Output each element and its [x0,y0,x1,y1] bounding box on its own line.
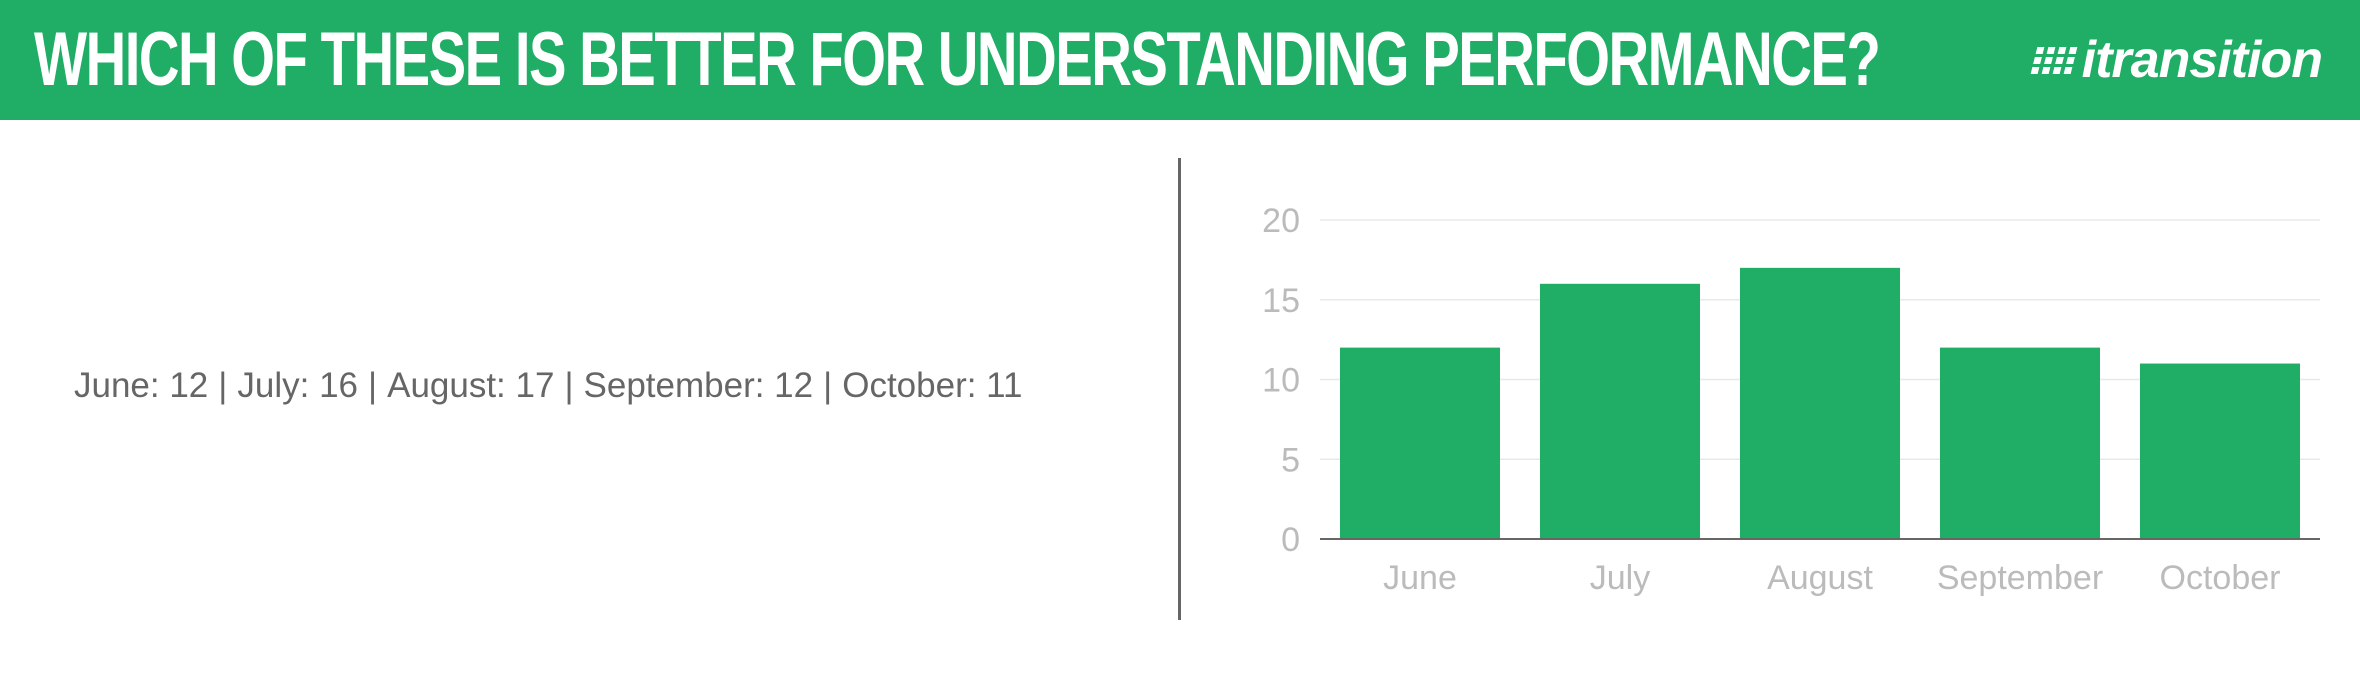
summary-separator: | [218,366,228,405]
page-title: WHICH OF THESE IS BETTER FOR UNDERSTANDI… [34,17,1881,102]
summary-item-october: October: 11 [842,366,1023,405]
summary-separator: | [368,366,378,405]
summary-item-june: June: 12 [74,366,209,405]
brand-name: itransition [2081,31,2323,89]
y-tick-label: 10 [1262,362,1300,400]
summary-separator: | [823,366,833,405]
x-tick-label: July [1590,559,1650,597]
y-tick-label: 5 [1281,441,1300,479]
bar-june [1340,347,1500,539]
x-tick-label: August [1767,559,1873,597]
x-tick-label: October [2160,559,2281,597]
summary-separator: | [564,366,574,405]
header-bar: WHICH OF THESE IS BETTER FOR UNDERSTANDI… [0,0,2360,120]
summary-item-september: September: 12 [583,366,814,405]
y-tick-label: 20 [1262,202,1300,240]
bar-september [1940,347,2100,539]
x-tick-label: September [1937,559,2103,597]
summary-item-august: August: 17 [387,366,555,405]
summary-item-july: July: 16 [237,366,358,405]
y-tick-label: 0 [1281,521,1300,559]
vertical-divider [1178,158,1181,620]
x-tick-label: June [1383,559,1457,597]
brand-logo: itransition [2030,28,2323,92]
bar-october [2140,363,2300,539]
bar-august [1740,267,1900,539]
text-summary: June: 12 | July: 16 | August: 17 | September: … [74,362,1023,410]
y-tick-label: 15 [1262,282,1300,320]
bar-july [1540,283,1700,539]
